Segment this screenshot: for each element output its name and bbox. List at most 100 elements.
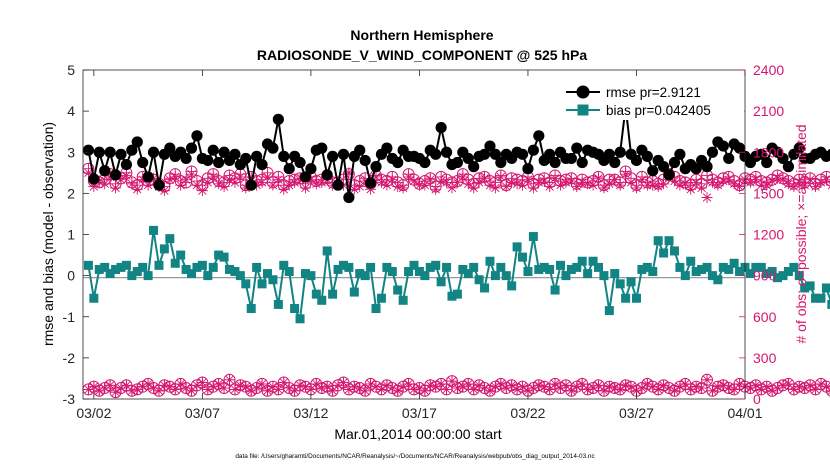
obs-assimilated-point [679,178,691,190]
obs-assimilated-point [392,385,404,397]
rmse-point [109,169,122,181]
obs-assimilated-point [419,385,431,397]
rmse-point [283,163,295,175]
obs-assimilated-point [158,185,170,197]
obs-assimilated-point [289,176,301,188]
bias-point [83,260,93,270]
obs-assimilated-point [213,178,225,190]
bias-point [501,271,511,281]
rmse-point [305,163,317,175]
rmse-point [104,146,116,158]
obs-assimilated-point [592,379,604,391]
obs-assimilated-point [272,174,284,186]
obs-assimilated-point [305,174,317,186]
bias-point [474,275,484,285]
obs-assimilated-point [636,174,648,186]
y-left-tick-label: -3 [63,391,76,407]
bias-point [252,262,262,272]
obs-assimilated-point [196,185,208,197]
rmse-point [354,144,366,156]
obs-assimilated-point [560,176,572,188]
obs-assimilated-point [375,383,387,395]
obs-assimilated-point [424,174,436,186]
obs-assimilated-point [115,174,127,186]
obs-assimilated-point [810,383,822,395]
bias-point [707,271,717,281]
obs-assimilated-point [582,178,594,190]
obs-assimilated-point [810,181,822,193]
rmse-point [180,152,192,165]
bias-point [702,262,712,272]
obs-assimilated-point [799,179,811,191]
bias-point [686,256,696,266]
obs-assimilated-point [511,383,523,395]
obs-assimilated-point [462,178,474,190]
obs-assimilated-point [647,381,659,393]
obs-assimilated-point [126,385,138,397]
obs-assimilated-point [158,379,170,391]
rmse-point [299,171,312,183]
rmse-point [658,161,670,173]
rmse-point [82,144,95,156]
rmse-point [462,152,474,165]
bias-point [284,267,294,277]
obs-assimilated-point [614,383,626,395]
obs-assimilated-point [820,174,830,186]
rmse-point [147,146,160,158]
y-right-tick-label: 900 [753,268,777,284]
bias-point [225,264,235,274]
obs-assimilated-point [527,382,539,394]
rmse-point [522,163,534,175]
obs-assimilated-point [278,377,290,389]
obs-assimilated-point [224,374,236,386]
obs-assimilated-point [294,379,306,391]
obs-assimilated-point [451,382,463,394]
rmse-point [316,142,328,154]
bias-point [821,283,830,293]
bias-point [816,293,826,303]
obs-assimilated-point [517,179,529,191]
rmse-point [327,150,339,162]
bias-point [593,262,603,272]
bias-point [566,264,576,274]
x-tick-label: 03/02 [76,405,111,421]
bias-point [105,269,115,279]
bias-point [561,271,571,281]
rmse-point [251,150,263,162]
rmse-point [343,191,355,204]
obs-assimilated-point [777,379,789,391]
obs-assimilated-point [180,174,192,186]
obs-assimilated-point [571,181,583,193]
obs-assimilated-point [446,375,458,387]
obs-assimilated-point [142,179,154,191]
obs-assimilated-point [489,182,501,194]
bias-point [409,260,419,270]
rmse-point [202,154,214,167]
bias-point [528,232,538,242]
obs-assimilated-point [560,379,572,391]
obs-assimilated-point [630,385,642,397]
bias-point [181,264,191,274]
bias-point [463,269,473,279]
y-right-tick-label: 1800 [753,144,784,160]
obs-assimilated-point [424,379,436,391]
obs-assimilated-point [137,381,149,393]
obs-assimilated-point [717,175,729,187]
rmse-point [701,161,713,173]
rmse-point [484,140,496,152]
legend-bias-label: bias pr=0.042405 [606,103,711,118]
obs-assimilated-point [750,174,762,186]
obs-assimilated-point [169,383,181,395]
y-axis-right: 0 300 600 900 1200 1500 1800 2100 2400 [739,62,784,407]
rmse-point [142,171,154,183]
plot-area [83,70,745,399]
rmse-point [777,152,789,165]
y-left-tick-label: -1 [63,309,76,325]
obs-assimilated-point [430,381,442,393]
bias-point [273,299,283,309]
obs-assimilated-point [419,179,431,191]
legend: rmse pr=2.9121 bias pr=0.042405 [562,76,744,120]
x-tick-label: 03/17 [402,405,437,421]
bias-point [127,271,137,281]
obs-assimilated-point [131,183,143,195]
